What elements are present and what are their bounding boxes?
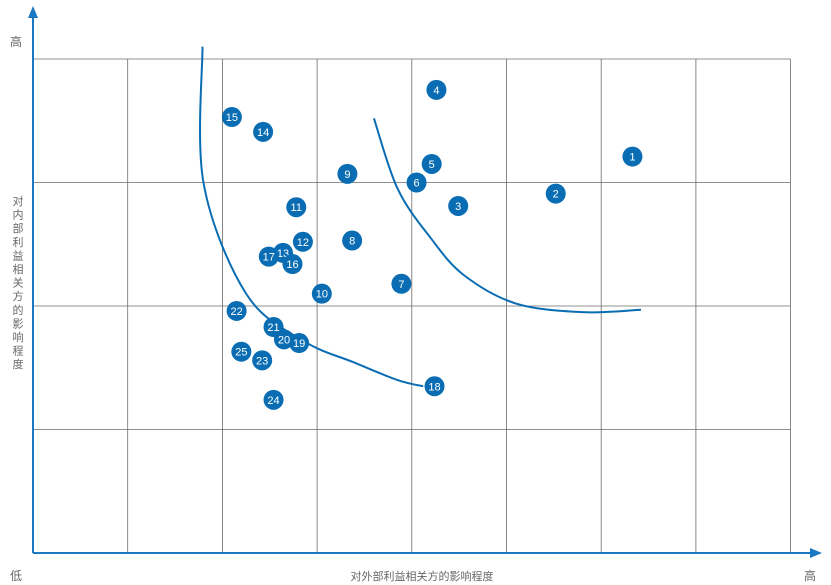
data-point-label: 25 [235, 347, 247, 359]
data-point-marker [253, 121, 274, 142]
data-point-16: 16 [282, 254, 303, 275]
data-point-label: 22 [230, 306, 242, 318]
y-axis-title-char: 益 [13, 248, 24, 262]
data-point-label: 12 [297, 237, 309, 249]
data-point-9: 9 [337, 163, 358, 184]
data-point-marker [337, 163, 358, 184]
data-point-marker [258, 246, 279, 267]
data-point-label: 4 [433, 85, 439, 97]
y-axis-title-char: 关 [13, 276, 24, 290]
data-point-marker [286, 197, 307, 218]
data-point-marker [226, 300, 247, 321]
data-point-18: 18 [424, 376, 445, 397]
y-axis-title-char: 影 [13, 317, 24, 330]
data-point-label: 14 [257, 127, 269, 139]
boundary-curve-2 [372, 117, 642, 314]
axes [28, 6, 822, 558]
y-axis-high-label: 高 [10, 34, 22, 49]
data-point-marker [289, 333, 310, 354]
data-point-22: 22 [226, 300, 247, 321]
data-point-label: 15 [226, 112, 238, 124]
data-point-17: 17 [258, 246, 279, 267]
y-axis-arrow [28, 6, 38, 18]
data-point-marker [448, 195, 469, 216]
y-axis-title-char: 部 [13, 221, 24, 235]
data-point-label: 9 [344, 169, 350, 181]
data-point-label: 7 [398, 279, 404, 291]
data-point-label: 1 [629, 152, 635, 164]
boundary-curve-1 [199, 46, 424, 388]
data-point-marker [221, 107, 242, 128]
data-point-8: 8 [342, 230, 363, 251]
x-axis-low-label: 低 [10, 569, 22, 583]
data-point-label: 21 [267, 322, 279, 334]
x-axis-high-label: 高 [804, 568, 816, 583]
data-point-marker [282, 254, 303, 275]
data-point-25: 25 [231, 341, 252, 362]
data-point-15: 15 [221, 107, 242, 128]
y-axis-title-char: 方 [13, 289, 24, 303]
data-point-14: 14 [253, 121, 274, 142]
curves [199, 46, 642, 388]
data-point-21: 21 [263, 316, 284, 337]
data-point-label: 6 [413, 178, 419, 190]
data-point-marker [426, 79, 447, 100]
data-point-label: 2 [553, 189, 559, 201]
data-point-1: 1 [622, 146, 643, 167]
y-axis-title-char: 度 [13, 357, 24, 371]
data-point-label: 18 [428, 381, 440, 393]
data-point-marker [391, 273, 412, 294]
y-axis-title-char: 相 [13, 263, 24, 276]
data-point-marker [421, 153, 442, 174]
data-point-label: 20 [278, 334, 290, 346]
data-point-11: 11 [286, 197, 307, 218]
data-point-marker [545, 183, 566, 204]
x-axis-title: 对外部利益相关方的影响程度 [351, 569, 494, 583]
y-axis-title-char: 内 [13, 208, 24, 222]
y-axis-title-char: 程 [13, 345, 24, 358]
y-axis-title-char: 响 [13, 331, 24, 344]
y-axis-title-char: 的 [13, 303, 24, 317]
data-point-19: 19 [289, 333, 310, 354]
data-point-marker [424, 376, 445, 397]
data-points: 1234567891011121316171415181920212223242… [221, 79, 643, 410]
data-point-label: 11 [291, 202, 302, 214]
data-point-24: 24 [263, 389, 284, 410]
data-point-7: 7 [391, 273, 412, 294]
data-point-4: 4 [426, 79, 447, 100]
data-point-6: 6 [406, 172, 427, 193]
data-point-5: 5 [421, 153, 442, 174]
grid [33, 58, 791, 553]
data-point-12: 12 [292, 231, 313, 252]
data-point-10: 10 [311, 283, 332, 304]
data-point-marker [622, 146, 643, 167]
data-point-23: 23 [252, 350, 273, 371]
data-point-marker [263, 316, 284, 337]
data-point-label: 8 [349, 236, 355, 248]
data-point-label: 23 [256, 355, 268, 367]
data-point-marker [252, 350, 273, 371]
data-point-label: 24 [267, 395, 279, 407]
data-point-marker [292, 231, 313, 252]
data-point-label: 10 [316, 289, 328, 301]
data-point-label: 19 [293, 338, 305, 350]
data-point-3: 3 [448, 195, 469, 216]
data-point-marker [311, 283, 332, 304]
data-point-label: 16 [286, 259, 298, 271]
data-point-2: 2 [545, 183, 566, 204]
data-point-marker [406, 172, 427, 193]
data-point-marker [231, 341, 252, 362]
data-point-marker [263, 389, 284, 410]
data-point-label: 3 [455, 201, 461, 213]
data-point-label: 17 [263, 252, 275, 264]
x-axis-arrow [810, 548, 822, 558]
y-axis-title-char: 对 [13, 194, 24, 208]
data-point-label: 5 [429, 159, 435, 171]
data-point-marker [342, 230, 363, 251]
y-axis-title-char: 利 [13, 236, 24, 249]
